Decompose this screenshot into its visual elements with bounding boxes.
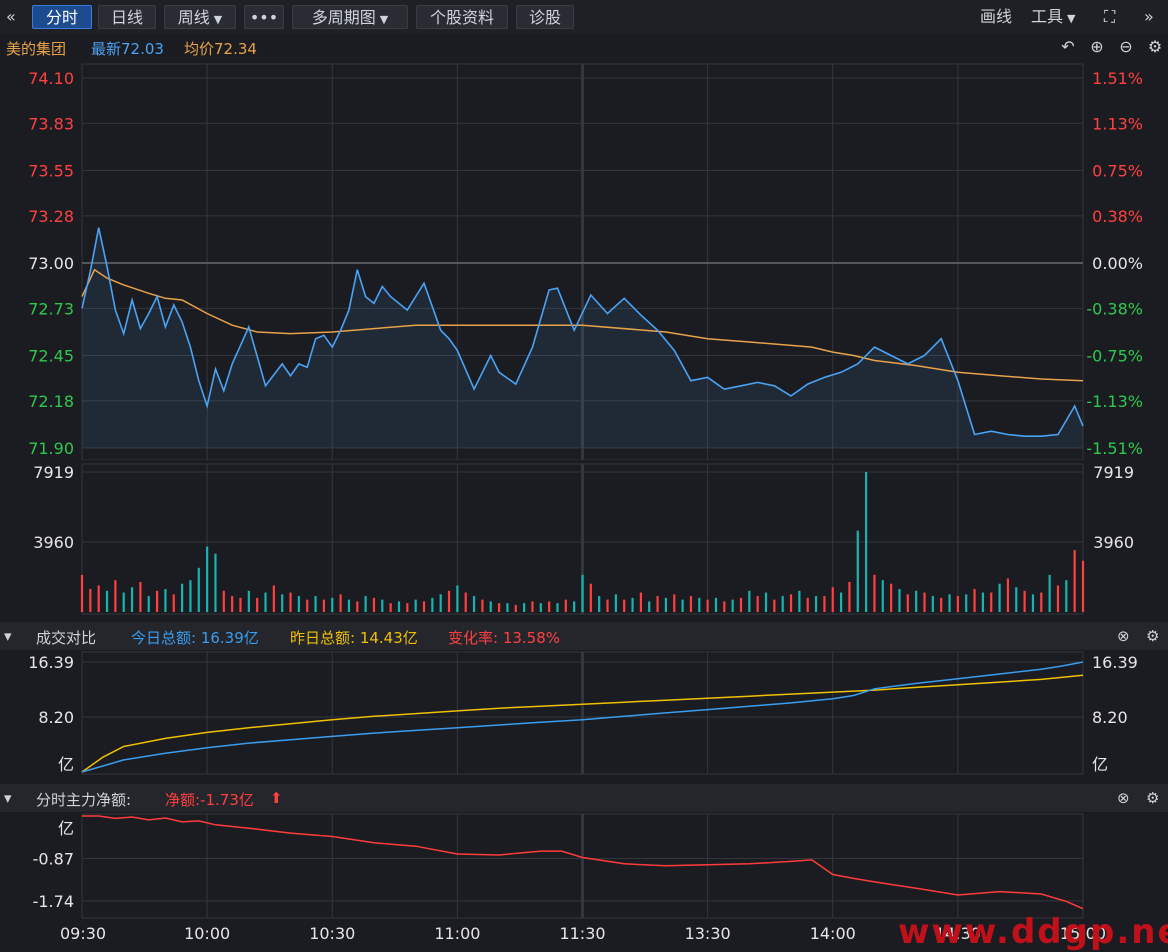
price-tick-right: -1.51% — [1086, 439, 1143, 458]
turnover-compare-chart[interactable]: 16.39 16.39 8.20 8.20 亿 亿 — [0, 650, 1168, 780]
price-chart[interactable]: 74.10 1.51% 73.83 1.13% 73.55 0.75% 73.28 0.38%… — [0, 60, 1168, 460]
toolbar: « 分时 日线 周线 ▼ ••• 多周期图 ▼ 个股资料 诊股 画线 工具 ▼ ⛶ » — [0, 0, 1168, 34]
undo-icon[interactable]: ↶ — [1061, 37, 1075, 56]
price-tick-right: 0.00% — [1092, 254, 1143, 273]
compare-tick-right: 亿 — [1092, 755, 1108, 774]
compare-tick-left: 8.20 — [38, 708, 74, 727]
close-icon[interactable]: ⊗ — [1117, 789, 1130, 807]
yesterday-total-label: 昨日总额: 14.43亿 — [290, 629, 418, 647]
price-tick-right: 1.51% — [1092, 69, 1143, 88]
chevron-down-icon: ▼ — [1067, 12, 1076, 25]
net-tick-left: 亿 — [58, 819, 74, 838]
arrow-up-icon: ⬆ — [270, 789, 283, 807]
tools-button[interactable]: 工具 ▼ — [1031, 5, 1075, 29]
net-amount-line — [82, 815, 1084, 910]
x-axis-tick: 10:30 — [309, 924, 355, 943]
net-tick-left: -0.87 — [33, 849, 74, 868]
stock-info-button[interactable]: 个股资料 — [416, 5, 508, 29]
diagnose-button[interactable]: 诊股 — [516, 5, 574, 29]
x-axis-tick: 14:00 — [810, 924, 856, 943]
price-tick-left: 72.18 — [28, 392, 74, 411]
price-tick-left: 72.45 — [28, 347, 74, 366]
today-total-label: 今日总额: 16.39亿 — [131, 629, 259, 647]
price-tick-left: 71.90 — [28, 439, 74, 458]
volume-tick-left: 3960 — [33, 533, 74, 552]
volume-tick-right: 3960 — [1093, 533, 1134, 552]
price-tick-right: -1.13% — [1086, 392, 1143, 411]
avg-price: 均价72.34 — [184, 40, 257, 58]
net-section-header: ▾ 分时主力净额: 净额:-1.73亿 ⬆ ⊗ ⚙ — [0, 784, 1168, 812]
price-tick-left: 74.10 — [28, 69, 74, 88]
close-icon[interactable]: ⊗ — [1117, 627, 1130, 645]
more-button[interactable]: ••• — [244, 5, 284, 29]
draw-button[interactable]: 画线 — [980, 7, 1013, 26]
price-line — [81, 227, 1084, 438]
x-axis-tick: 15:00 — [1060, 924, 1106, 943]
latest-price: 最新72.03 — [91, 40, 164, 58]
zoom-out-icon[interactable]: ⊖ — [1119, 37, 1133, 56]
collapse-icon[interactable]: ▾ — [4, 627, 12, 645]
tools-label: 工具 — [1031, 7, 1064, 26]
zoom-in-icon[interactable]: ⊕ — [1090, 37, 1104, 56]
compare-tick-left: 16.39 — [28, 653, 74, 672]
net-tick-left: -1.74 — [33, 892, 74, 911]
volume-tick-right: 7919 — [1093, 463, 1134, 482]
net-value-label: 净额:-1.73亿 — [165, 791, 254, 809]
yesterday-total-line — [81, 674, 1084, 773]
tab-daily[interactable]: 日线 — [98, 5, 156, 29]
stock-name: 美的集团 — [6, 40, 67, 58]
today-total-line — [81, 661, 1084, 773]
fullscreen-icon[interactable]: ⛶ — [1104, 7, 1116, 26]
price-tick-right: 0.75% — [1092, 162, 1143, 181]
double-chevron-right-icon[interactable]: » — [1144, 7, 1154, 26]
double-chevron-left-icon[interactable]: « — [6, 7, 16, 26]
tab-weekly-label: 周线 — [177, 8, 210, 27]
price-tick-left: 73.28 — [28, 207, 74, 226]
gear-icon[interactable]: ⚙ — [1146, 789, 1160, 807]
x-axis-tick: 14:30 — [935, 924, 981, 943]
gear-icon[interactable]: ⚙ — [1146, 627, 1160, 645]
price-tick-right: -0.75% — [1086, 347, 1143, 366]
price-area — [82, 227, 1083, 448]
price-tick-left: 73.83 — [28, 114, 74, 133]
change-rate-label: 变化率: 13.58% — [448, 629, 561, 647]
chevron-down-icon: ▼ — [379, 13, 389, 26]
x-axis-tick: 10:00 — [184, 924, 230, 943]
chevron-down-icon: ▼ — [213, 13, 223, 26]
x-axis-tick: 09:30 — [60, 924, 106, 943]
settings-gear-icon[interactable]: ⚙ — [1147, 37, 1163, 56]
compare-tick-left: 亿 — [58, 755, 74, 774]
price-tick-right: -0.38% — [1086, 299, 1143, 318]
compare-tick-right: 8.20 — [1092, 708, 1128, 727]
price-tick-left: 73.00 — [28, 254, 74, 273]
turnover-title: 成交对比 — [36, 629, 97, 647]
turnover-section-header: ▾ 成交对比 今日总额: 16.39亿 昨日总额: 14.43亿 变化率: 13… — [0, 622, 1168, 650]
volume-tick-left: 7919 — [33, 463, 74, 482]
compare-tick-right: 16.39 — [1092, 653, 1138, 672]
price-tick-right: 1.13% — [1092, 114, 1143, 133]
main-net-chart[interactable]: 亿 -0.87 -1.74 09:30 10:00 10:30 11:00 11:30 13:… — [0, 812, 1168, 950]
multi-period-button[interactable]: 多周期图 ▼ — [292, 5, 408, 29]
net-title: 分时主力净额: — [36, 791, 132, 809]
avg-price-line — [81, 268, 1084, 382]
price-tick-right: 0.38% — [1092, 207, 1143, 226]
x-axis-tick: 13:30 — [685, 924, 731, 943]
watermark: www.ddgp.net — [898, 912, 1168, 952]
tab-intraday[interactable]: 分时 — [32, 5, 92, 29]
price-tick-left: 72.73 — [28, 299, 74, 318]
multi-period-label: 多周期图 — [311, 8, 376, 27]
x-axis-tick: 11:00 — [434, 924, 480, 943]
x-axis-tick: 11:30 — [559, 924, 605, 943]
price-tick-left: 73.55 — [28, 162, 74, 181]
tab-weekly[interactable]: 周线 ▼ — [164, 5, 236, 29]
collapse-icon[interactable]: ▾ — [4, 789, 12, 807]
volume-chart[interactable]: 7919 7919 3960 3960 — [0, 460, 1168, 618]
